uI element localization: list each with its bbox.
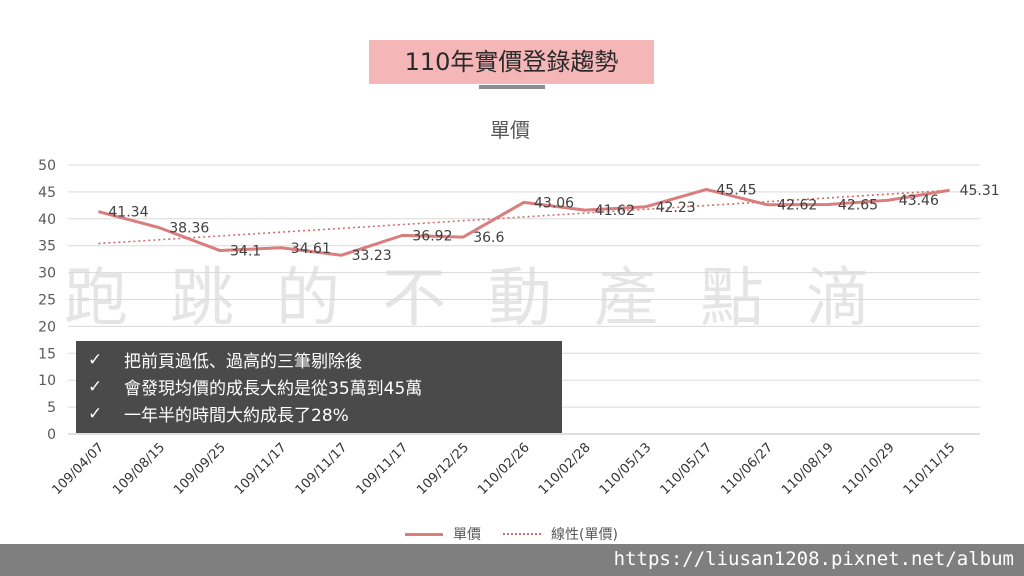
y-tick-label: 35 — [38, 239, 56, 255]
x-tick-label: 109/08/15 — [110, 440, 168, 498]
x-axis-ticks: 109/04/07 109/08/15 109/09/25 109/11/17 109/… — [49, 440, 958, 498]
data-label: 43.06 — [534, 195, 574, 211]
x-tick-label: 110/06/27 — [718, 440, 776, 498]
note-text: 把前頁過低、過高的三筆剔除後 — [124, 352, 362, 372]
x-tick-label: 110/10/29 — [840, 440, 898, 498]
y-axis-ticks: 0 5 10 15 20 25 30 35 40 45 50 — [38, 158, 56, 443]
y-tick-label: 30 — [38, 266, 56, 282]
data-label: 42.65 — [838, 198, 878, 214]
series-line — [98, 187, 950, 257]
data-label: 34.1 — [230, 244, 261, 260]
chart-legend: 單價 線性(單價) — [405, 524, 640, 544]
y-tick-label: 10 — [38, 373, 56, 389]
footer-url[interactable]: https://liusan1208.pixnet.net/album — [613, 548, 1014, 570]
note-row: ✓ 會發現均價的成長大約是從35萬到45萬 — [88, 373, 562, 400]
y-tick-label: 50 — [38, 158, 56, 174]
notes-box: ✓ 把前頁過低、過高的三筆剔除後 ✓ 會發現均價的成長大約是從35萬到45萬 ✓… — [76, 341, 562, 433]
data-label: 36.6 — [473, 230, 504, 246]
legend-swatch-solid — [405, 532, 443, 536]
y-tick-label: 5 — [47, 400, 56, 416]
data-label: 38.36 — [169, 221, 209, 237]
trendline-layer — [98, 189, 950, 245]
legend-swatch-dotted — [503, 533, 541, 535]
check-icon: ✓ — [88, 376, 103, 397]
x-tick-label: 109/09/25 — [171, 440, 229, 498]
note-text: 會發現均價的成長大約是從35萬到45萬 — [124, 379, 423, 399]
check-icon: ✓ — [88, 349, 103, 370]
y-tick-label: 15 — [38, 346, 56, 362]
note-row: ✓ 把前頁過低、過高的三筆剔除後 — [88, 346, 562, 373]
data-labels: 41.34 38.36 34.1 34.61 33.23 36.92 36.6 43.06 41… — [108, 182, 999, 264]
trendline — [98, 189, 950, 245]
x-tick-label: 110/08/19 — [779, 440, 837, 498]
slide-title: 110年實價登錄趨勢 — [369, 40, 654, 84]
title-underline — [479, 85, 545, 89]
check-icon: ✓ — [88, 403, 103, 424]
x-tick-label: 109/04/07 — [49, 440, 107, 498]
data-label: 45.31 — [960, 183, 1000, 199]
line-chart: 單價 0 5 10 15 20 25 30 35 40 45 50 109/04/07 109/08/… — [38, 118, 1000, 498]
data-label: 41.62 — [595, 203, 635, 219]
data-label: 33.23 — [352, 248, 392, 264]
x-tick-label: 110/02/28 — [536, 440, 594, 498]
x-tick-label: 110/02/26 — [475, 440, 533, 498]
legend-label-series: 單價 — [453, 527, 481, 543]
x-tick-label: 109/11/17 — [353, 440, 411, 498]
y-tick-label: 45 — [38, 185, 56, 201]
x-tick-label: 110/05/13 — [597, 440, 655, 498]
note-row: ✓ 一年半的時間大約成長了28% — [88, 400, 562, 427]
data-label: 36.92 — [412, 228, 452, 244]
data-label: 41.34 — [108, 205, 148, 221]
chart-title: 單價 — [490, 118, 530, 142]
legend-item-trendline: 線性(單價) — [503, 524, 618, 544]
data-label: 42.23 — [656, 200, 696, 216]
y-tick-label: 0 — [47, 427, 56, 443]
x-tick-label: 109/11/17 — [293, 440, 351, 498]
note-text: 一年半的時間大約成長了28% — [124, 406, 349, 426]
legend-label-trendline: 線性(單價) — [551, 527, 618, 543]
x-tick-label: 110/11/15 — [901, 440, 959, 498]
y-tick-label: 40 — [38, 212, 56, 228]
legend-item-series: 單價 — [405, 524, 481, 544]
data-label: 42.62 — [777, 198, 817, 214]
data-label: 45.45 — [716, 182, 756, 198]
series-layer — [98, 187, 950, 257]
y-tick-label: 25 — [38, 293, 56, 309]
x-tick-label: 109/11/17 — [232, 440, 290, 498]
data-label: 43.46 — [899, 193, 939, 209]
data-label: 34.61 — [291, 241, 331, 257]
x-tick-label: 109/12/25 — [414, 440, 472, 498]
x-tick-label: 110/05/17 — [657, 440, 715, 498]
footer-bar: https://liusan1208.pixnet.net/album — [0, 544, 1024, 576]
y-tick-label: 20 — [38, 319, 56, 335]
